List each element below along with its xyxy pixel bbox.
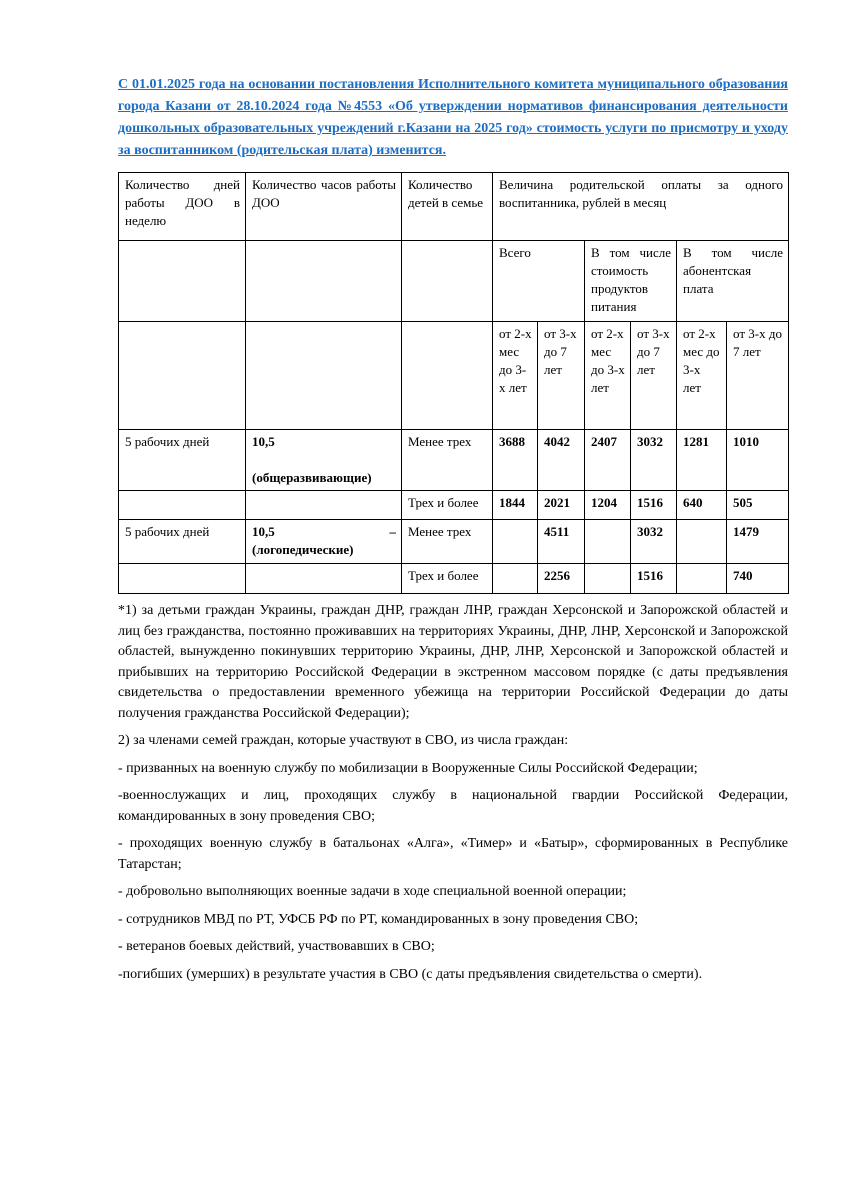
value-cell: 4042: [537, 429, 585, 491]
value-cell: 3688: [492, 429, 538, 491]
value-cell: 640: [676, 490, 727, 520]
hours-cell: [245, 563, 402, 594]
value-cell: 1516: [630, 563, 677, 594]
value-cell: 740: [726, 563, 789, 594]
days-cell: 5 рабочих дней: [118, 429, 246, 491]
header-subscription-cell: В том числе абонентская плата: [676, 240, 789, 322]
value-cell: 2021: [537, 490, 585, 520]
hours-cell: 10,5 – (логопедические): [245, 519, 402, 564]
value-cell: 4511: [537, 519, 585, 564]
empty-cell: [118, 321, 246, 430]
value-cell: 1479: [726, 519, 789, 564]
table-header-row-1: Количество дней работы ДОО в неделю Коли…: [118, 172, 789, 241]
empty-cell: [401, 321, 493, 430]
header-hours-cell: Количество часов работы ДОО: [245, 172, 402, 241]
hours-value: 10,5: [252, 434, 275, 449]
group-type: (общеразвивающие): [252, 470, 372, 485]
header-payment-cell: Величина родительской оплаты за одного в…: [492, 172, 789, 241]
hours-value-line: 10,5 –: [252, 523, 396, 541]
notes-section: *1) за детьми граждан Украины, граждан Д…: [118, 601, 788, 985]
hours-dash: –: [389, 524, 397, 539]
group-type: (логопедические): [252, 542, 354, 557]
header-food-cell: В том числе стоимость продуктов питания: [584, 240, 677, 322]
empty-cell: [401, 240, 493, 322]
hours-value: 10,5: [252, 524, 275, 539]
value-cell: 1281: [676, 429, 727, 491]
table-row: Трех и более 2256 1516 740: [118, 563, 789, 594]
value-cell: [584, 563, 631, 594]
empty-cell: [118, 240, 246, 322]
value-cell: 1204: [584, 490, 631, 520]
days-cell: 5 рабочих дней: [118, 519, 246, 564]
children-cell: Трех и более: [401, 490, 493, 520]
note-paragraph: - ветеранов боевых действий, участвовавш…: [118, 939, 435, 954]
hours-value-line: 10,5: [252, 433, 396, 451]
value-cell: [492, 519, 538, 564]
age-header-cell: от 2-х мес до 3-х лет: [584, 321, 631, 430]
age-header-cell: от 3-х до 7 лет: [537, 321, 585, 430]
empty-cell: [245, 240, 402, 322]
value-cell: [676, 519, 727, 564]
table-header-row-2: Всего В том числе стоимость продуктов пи…: [118, 240, 789, 322]
header-children-cell: Количество детей в семье: [401, 172, 493, 241]
children-cell: Менее трех: [401, 519, 493, 564]
value-cell: 505: [726, 490, 789, 520]
value-cell: [492, 563, 538, 594]
header-total-cell: Всего: [492, 240, 585, 322]
days-cell: [118, 490, 246, 520]
note-paragraph: 2) за членами семей граждан, которые уча…: [118, 733, 569, 748]
table-header-row-3: от 2-х мес до 3-х лет от 3-х до 7 лет от…: [118, 321, 789, 430]
note-paragraph: - призванных на военную службу по мобили…: [118, 760, 698, 776]
children-cell: Трех и более: [401, 563, 493, 594]
hours-cell: 10,5 (общеразвивающие): [245, 429, 402, 491]
table-row: 5 рабочих дней 10,5 – (логопедические) М…: [118, 519, 789, 564]
document-content: С 01.01.2025 года на основании постановл…: [118, 74, 789, 992]
table-row: 5 рабочих дней 10,5 (общеразвивающие) Ме…: [118, 429, 789, 491]
note-paragraph: - проходящих военную службу в батальонах…: [118, 836, 788, 872]
table-row: Трех и более 1844 2021 1204 1516 640 505: [118, 490, 789, 520]
value-cell: 3032: [630, 519, 677, 564]
value-cell: 3032: [630, 429, 677, 491]
value-cell: 1010: [726, 429, 789, 491]
days-cell: [118, 563, 246, 594]
age-header-cell: от 2-х мес до 3-х лет: [492, 321, 538, 430]
value-cell: [676, 563, 727, 594]
note-paragraph: -военнослужащих и лиц, проходящих службу…: [118, 788, 788, 824]
note-paragraph: - добровольно выполняющих военные задачи…: [118, 884, 627, 899]
value-cell: 1844: [492, 490, 538, 520]
note-paragraph: -погибших (умерших) в результате участия…: [118, 966, 703, 982]
note-paragraph: *1) за детьми граждан Украины, граждан Д…: [118, 603, 788, 721]
value-cell: 1516: [630, 490, 677, 520]
age-header-cell: от 3-х до 7 лет: [630, 321, 677, 430]
hours-cell: [245, 490, 402, 520]
note-paragraph: - сотрудников МВД по РТ, УФСБ РФ по РТ, …: [118, 911, 639, 927]
parental-payment-table: Количество дней работы ДОО в неделю Коли…: [118, 172, 789, 594]
blank-line: [252, 451, 396, 469]
value-cell: 2407: [584, 429, 631, 491]
value-cell: [584, 519, 631, 564]
empty-cell: [245, 321, 402, 430]
age-header-cell: от 2-х мес до 3-х лет: [676, 321, 727, 430]
children-cell: Менее трех: [401, 429, 493, 491]
age-header-cell: от 3-х до 7 лет: [726, 321, 789, 430]
value-cell: 2256: [537, 563, 585, 594]
intro-link-paragraph[interactable]: С 01.01.2025 года на основании постановл…: [118, 77, 788, 158]
header-days-cell: Количество дней работы ДОО в неделю: [118, 172, 246, 241]
